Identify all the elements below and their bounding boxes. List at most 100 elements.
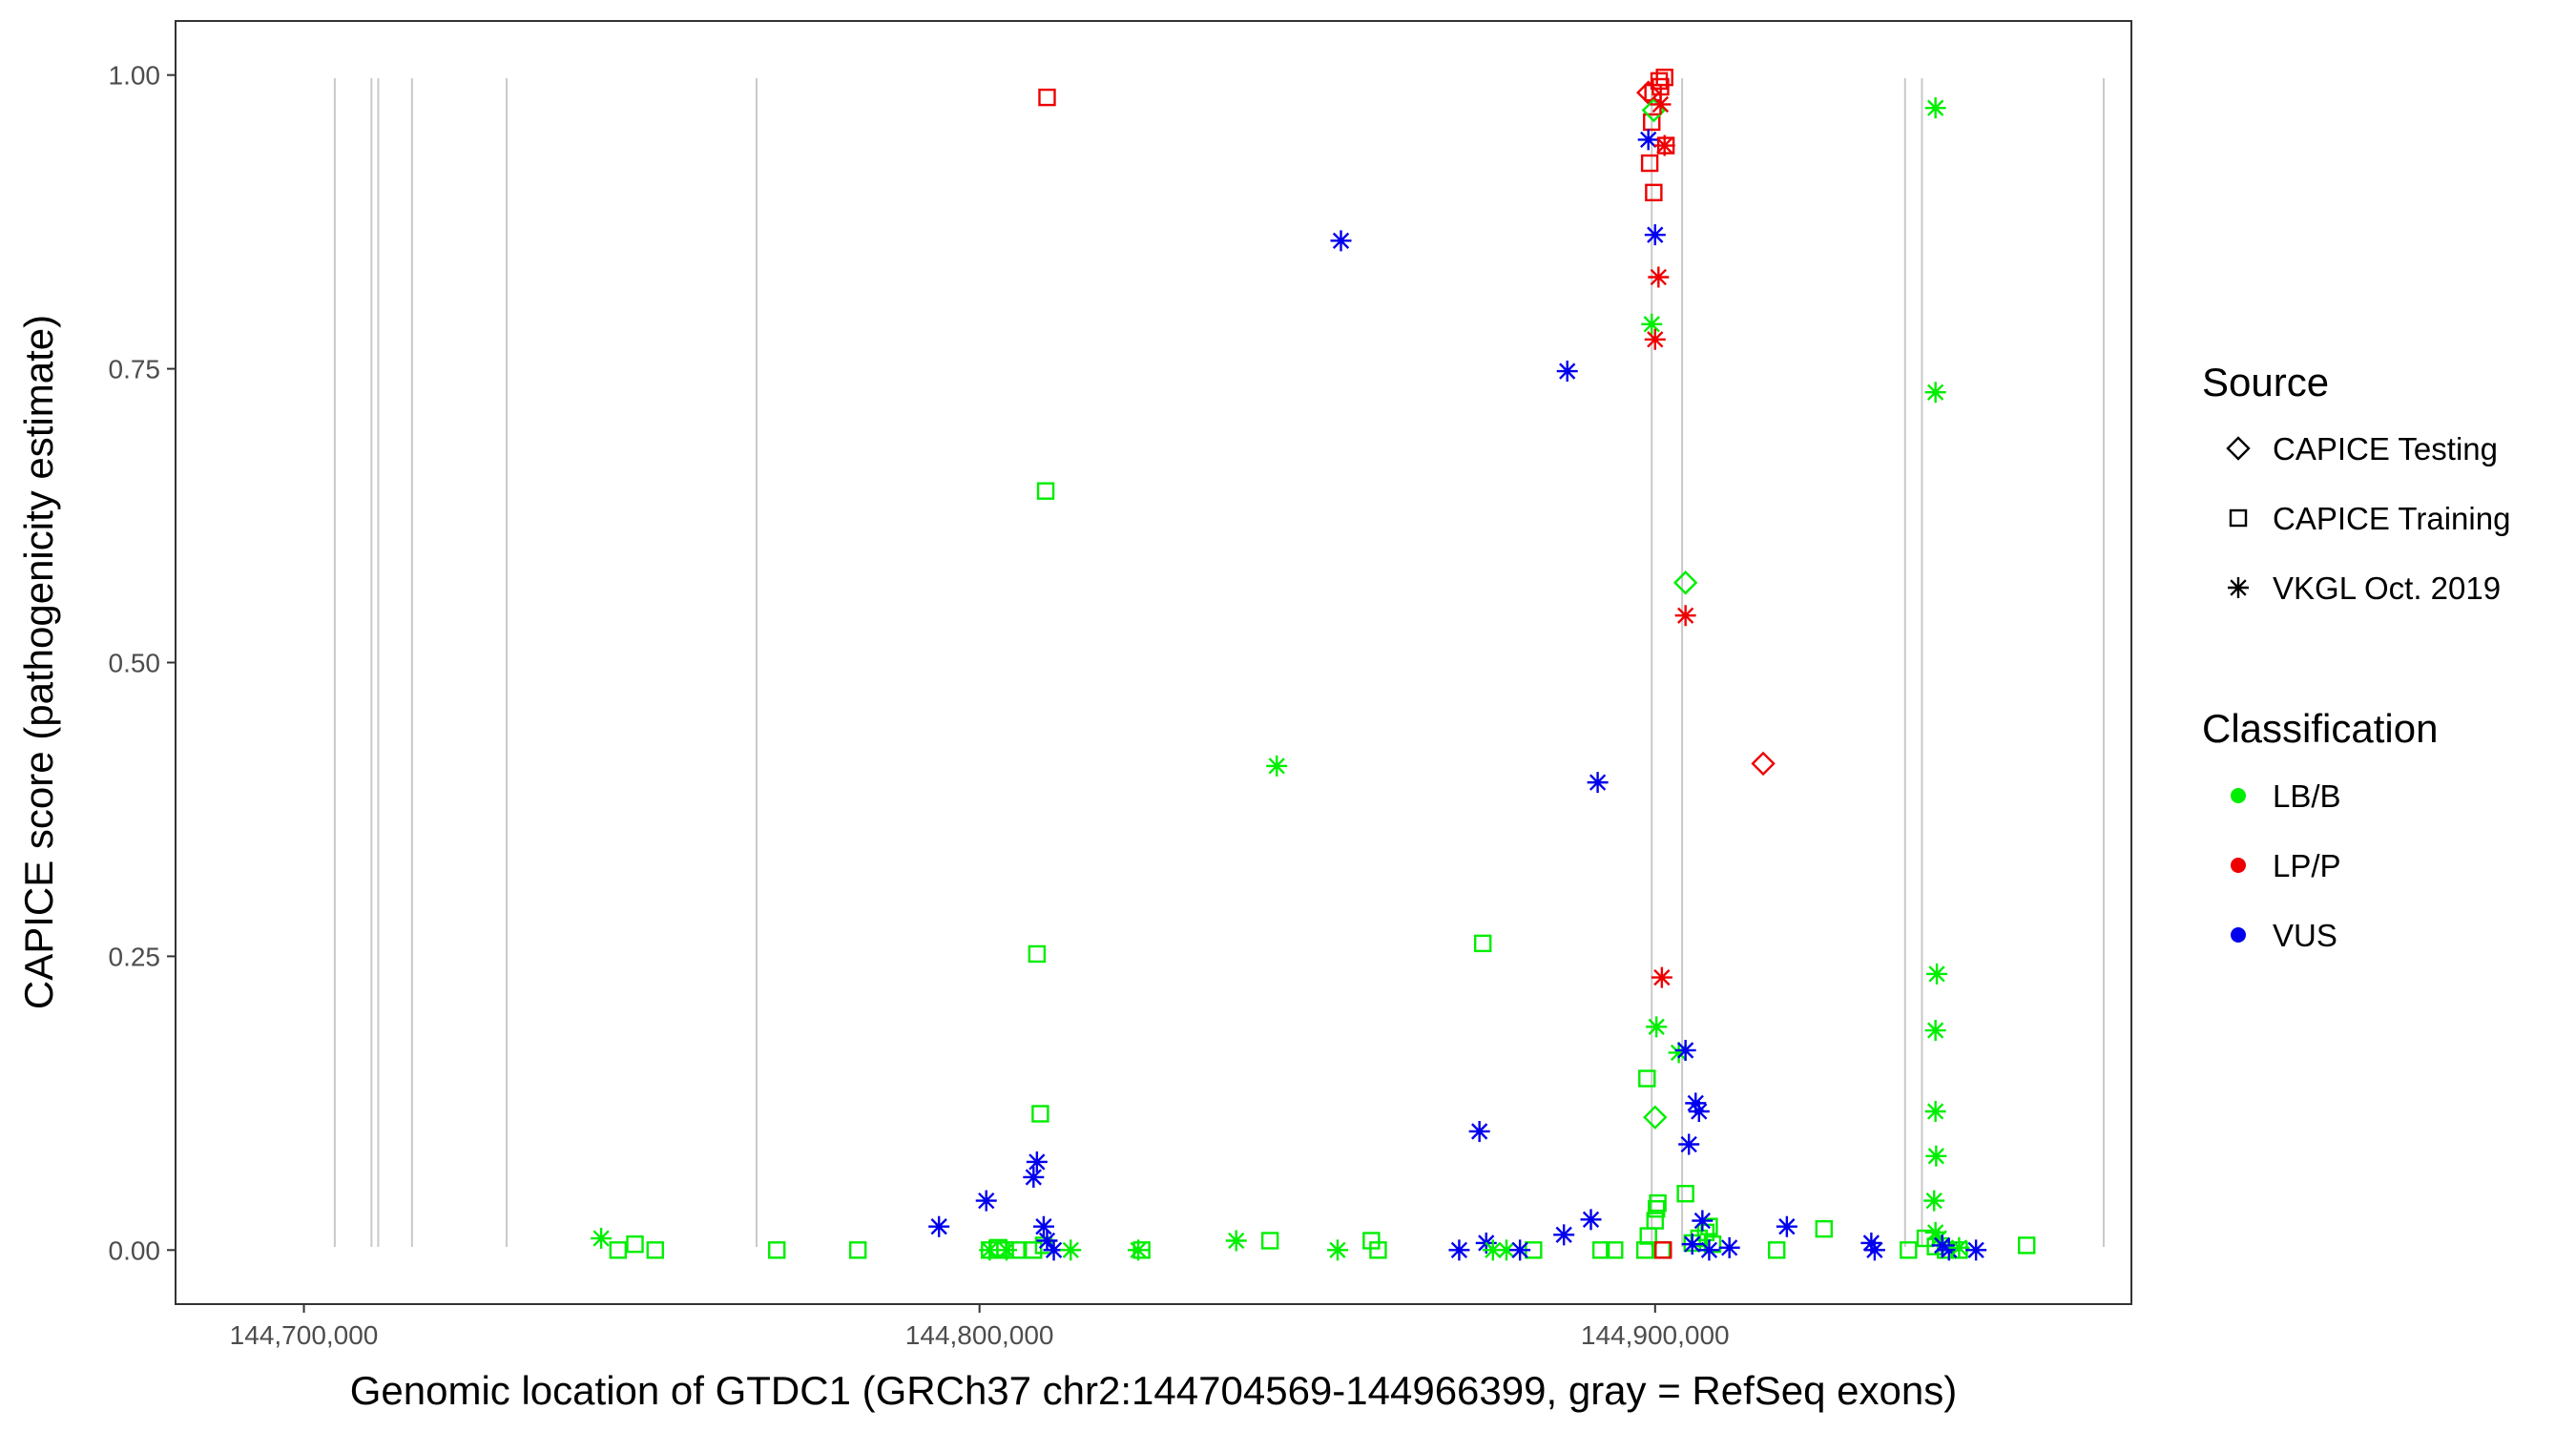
- data-point-square: [1645, 183, 1663, 202]
- data-point-asterisk: [1924, 1101, 1946, 1122]
- data-point-asterisk: [1651, 966, 1672, 988]
- legend-marker-square: [2229, 508, 2248, 528]
- data-points: [591, 68, 2036, 1261]
- legend-classification-entries: LB/B LP/P VUS: [2231, 778, 2341, 953]
- data-point-asterisk: [1509, 1239, 1531, 1261]
- data-point-asterisk: [1925, 1145, 1947, 1167]
- data-point-asterisk: [1587, 772, 1609, 794]
- legend-label-class: VUS: [2273, 918, 2337, 953]
- legend-label-class: LB/B: [2273, 778, 2341, 814]
- data-point-asterisk: [1556, 361, 1578, 383]
- data-point-asterisk: [1495, 1239, 1517, 1261]
- data-point-asterisk: [1668, 1042, 1690, 1064]
- data-point-square: [1369, 1241, 1387, 1259]
- y-tick-label: 0.75: [109, 355, 161, 384]
- legend-title-source: Source: [2202, 360, 2329, 404]
- data-point-square: [1650, 72, 1669, 91]
- data-point-asterisk: [1924, 1221, 1946, 1243]
- data-point-asterisk: [1023, 1166, 1045, 1188]
- data-point-square: [1638, 1069, 1656, 1088]
- legend-marker-diamond: [2226, 436, 2251, 461]
- data-point-square: [1655, 68, 1673, 87]
- data-point-square: [1474, 934, 1492, 953]
- data-point-asterisk: [1718, 1236, 1740, 1258]
- data-point-square: [848, 1241, 867, 1259]
- data-point-diamond: [1643, 1105, 1668, 1130]
- data-point-asterisk: [1637, 129, 1659, 151]
- data-point-asterisk: [1646, 1016, 1668, 1038]
- y-tick-label: 1.00: [109, 61, 161, 91]
- data-point-asterisk: [1926, 963, 1948, 985]
- legend-source-entries: CAPICE Testing CAPICE Training VKGL Oct. 2…: [2226, 431, 2510, 606]
- legend-label-testing: CAPICE Testing: [2273, 431, 2498, 467]
- data-point-square: [1635, 1241, 1654, 1259]
- data-point-square: [1028, 944, 1047, 964]
- data-point-asterisk: [1468, 1120, 1490, 1142]
- legend-label-class: LP/P: [2273, 848, 2341, 883]
- data-point-asterisk: [1330, 230, 1352, 252]
- x-tick-label: 144,900,000: [1581, 1320, 1730, 1350]
- legend-label-vkgl: VKGL Oct. 2019: [2273, 570, 2501, 606]
- data-point-asterisk: [1863, 1239, 1885, 1261]
- data-point-asterisk: [1641, 313, 1663, 335]
- data-point-asterisk: [1482, 1239, 1504, 1261]
- y-tick-label: 0.00: [109, 1235, 161, 1265]
- data-point-square: [1640, 154, 1659, 173]
- data-point-square: [1900, 1241, 1918, 1259]
- y-tick-label: 0.50: [109, 649, 161, 678]
- legend: Source CAPICE Testing CAPICE Training VKGL…: [2202, 360, 2510, 953]
- data-point-asterisk: [1931, 1234, 1953, 1256]
- data-point-diamond: [1751, 751, 1776, 777]
- legend-label-training: CAPICE Training: [2273, 501, 2510, 536]
- data-point-square: [1591, 1241, 1610, 1259]
- data-point-square: [1643, 113, 1661, 132]
- data-point-asterisk: [1923, 1190, 1945, 1212]
- data-point-asterisk: [1448, 1239, 1470, 1261]
- legend-dot: [2231, 788, 2246, 803]
- data-point-square: [1815, 1219, 1834, 1238]
- data-point-asterisk: [995, 1239, 1017, 1261]
- data-point-square: [2018, 1236, 2036, 1255]
- exon-lines: [333, 78, 2105, 1247]
- data-point-square: [768, 1241, 786, 1259]
- data-point-square: [1647, 1200, 1666, 1218]
- data-point-asterisk: [979, 1239, 1001, 1261]
- data-point-asterisk: [1060, 1239, 1082, 1261]
- data-point-asterisk: [1043, 1239, 1065, 1261]
- data-point-asterisk: [1128, 1239, 1150, 1261]
- data-point-diamond: [1635, 80, 1661, 105]
- data-point-asterisk: [1928, 1228, 1950, 1250]
- data-point-asterisk: [1674, 1039, 1696, 1061]
- data-point-asterisk: [1653, 135, 1675, 156]
- data-point-asterisk: [1032, 1215, 1054, 1237]
- data-point-asterisk: [1036, 1230, 1058, 1252]
- data-point-asterisk: [975, 1190, 997, 1212]
- data-point-asterisk: [1026, 1151, 1048, 1172]
- data-point-asterisk: [1948, 1236, 1970, 1258]
- data-point-square: [626, 1234, 644, 1254]
- legend-dot: [2231, 927, 2246, 943]
- data-point-asterisk: [1644, 328, 1666, 350]
- data-point-square: [1260, 1232, 1279, 1250]
- data-point-asterisk: [1924, 97, 1946, 119]
- data-point-asterisk: [1688, 1101, 1710, 1122]
- data-point-diamond: [1672, 570, 1698, 595]
- data-point-square: [609, 1241, 628, 1259]
- data-point-square: [1646, 1212, 1664, 1230]
- data-point-square: [1703, 1234, 1722, 1254]
- x-axis-title: Genomic location of GTDC1 (GRCh37 chr2:1…: [350, 1368, 1957, 1413]
- data-point-square: [1649, 1193, 1667, 1213]
- y-tick-label: 0.25: [109, 942, 161, 971]
- data-point-asterisk: [1650, 93, 1672, 115]
- data-point-square: [1654, 1241, 1672, 1259]
- data-point-square: [1031, 1105, 1049, 1123]
- y-axis: 0.00 0.25 0.50 0.75 1.00: [109, 61, 176, 1265]
- data-point-square: [1676, 1185, 1694, 1203]
- data-point-square: [1025, 1241, 1043, 1259]
- data-point-asterisk: [1674, 605, 1696, 627]
- data-point-square: [1038, 88, 1056, 107]
- data-point-asterisk: [1938, 1239, 1960, 1261]
- data-point-asterisk: [1553, 1224, 1575, 1246]
